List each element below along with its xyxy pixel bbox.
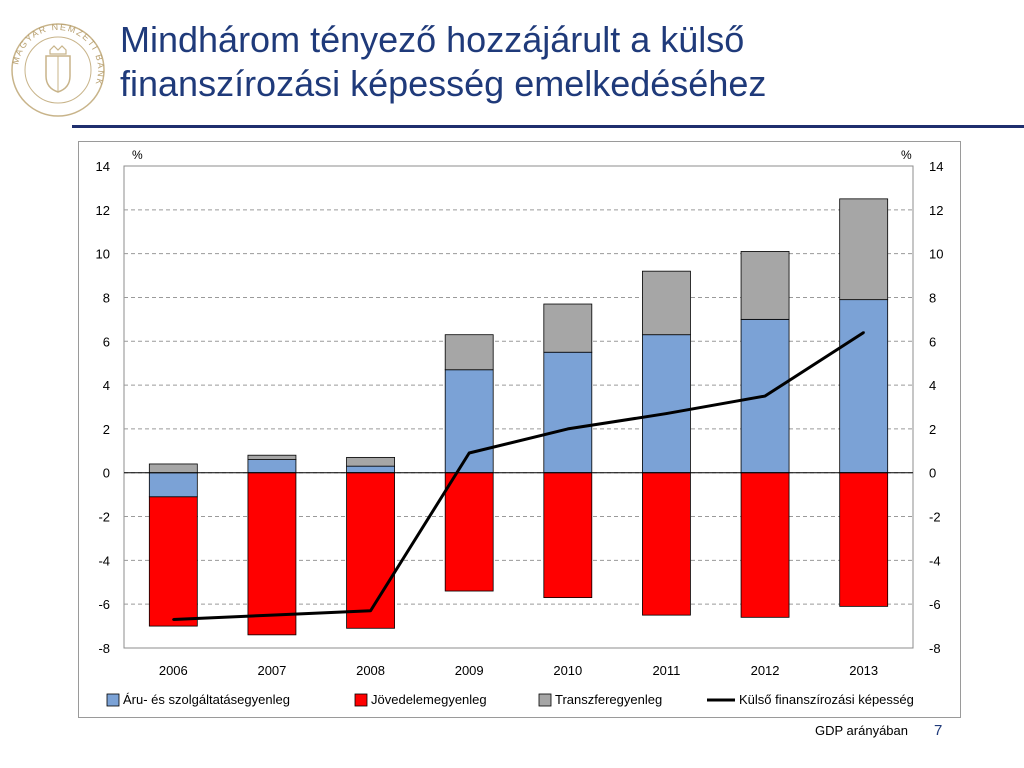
bar-transfer-2007 <box>247 454 297 460</box>
legend-swatch-0 <box>106 693 120 707</box>
y-tick-label-left: -4 <box>98 553 110 568</box>
y-tick-label-right: -2 <box>929 510 941 525</box>
bar-transfer-2010 <box>543 303 593 353</box>
y-tick-label-right: 0 <box>929 466 936 481</box>
y-tick-label-right: -8 <box>929 641 941 656</box>
y-tick-label-left: 0 <box>103 466 110 481</box>
bar-transfer-2013 <box>839 198 889 301</box>
footnote: GDP arányában <box>815 723 908 738</box>
line-point-2011 <box>665 412 668 415</box>
bar-income-2008 <box>346 472 395 629</box>
x-tick-label-2006: 2006 <box>159 663 188 678</box>
bar-income-2010 <box>543 472 593 599</box>
y-tick-label-left: 6 <box>103 334 110 349</box>
y-tick-label-left: -2 <box>98 510 110 525</box>
x-tick-label-2013: 2013 <box>849 663 878 678</box>
mnb-logo: MAGYAR NEMZETI BANK <box>10 22 105 117</box>
y-tick-label-left: 4 <box>103 378 110 393</box>
legend-label-1: Jövedelemegyenleg <box>371 692 487 707</box>
bar-goods-2013 <box>839 299 889 474</box>
legend-label-0: Áru- és szolgáltatásegyenleg <box>123 692 290 707</box>
bar-income-2006 <box>148 496 198 627</box>
y-tick-label-right: 6 <box>929 334 936 349</box>
bar-goods-2011 <box>642 334 691 474</box>
y-tick-label-left: -8 <box>98 641 110 656</box>
bar-income-2012 <box>740 472 790 618</box>
x-tick-label-2007: 2007 <box>257 663 286 678</box>
line-point-2009 <box>467 451 471 455</box>
y-tick-label-right: 4 <box>929 378 936 393</box>
y-tick-label-right: -6 <box>929 597 941 612</box>
bar-goods-2006 <box>148 472 198 498</box>
y-tick-label-right: 14 <box>929 159 943 174</box>
bar-goods-2010 <box>543 351 593 474</box>
page-title: Mindhárom tényező hozzájárult a külső fi… <box>120 18 1000 106</box>
x-tick-label-2008: 2008 <box>356 663 385 678</box>
title-divider <box>72 125 1024 128</box>
bar-income-2007 <box>247 472 297 636</box>
y-tick-label-right: -4 <box>929 553 941 568</box>
y-tick-label-right: 10 <box>929 247 943 262</box>
y-unit-right: % <box>901 148 912 162</box>
x-tick-label-2009: 2009 <box>455 663 484 678</box>
legend-label-3: Külső finanszírozási képesség <box>739 692 914 707</box>
bar-goods-2008 <box>346 465 395 474</box>
x-tick-label-2012: 2012 <box>751 663 780 678</box>
legend-swatch-1 <box>354 693 368 707</box>
bar-transfer-2008 <box>346 456 395 467</box>
page-number: 7 <box>934 722 943 739</box>
line-point-2006 <box>172 618 175 621</box>
bar-transfer-2009 <box>444 334 494 371</box>
legend-swatch-2 <box>538 693 552 707</box>
y-tick-label-left: 10 <box>96 247 110 262</box>
bar-income-2009 <box>444 472 494 592</box>
legend-label-2: Transzferegyenleg <box>555 692 662 707</box>
line-point-2012 <box>763 394 767 398</box>
chart-svg: -8 -8 -6 -6 -4 -4 -2 -2 0 0 2 2 4 4 6 6 8 8 10 10 12 12 14 14%%… <box>96 148 944 707</box>
title-line-2: finanszírozási képesség emelkedéséhez <box>120 63 767 104</box>
chart-frame: -8 -8 -6 -6 -4 -4 -2 -2 0 0 2 2 4 4 6 6 8 8 10 10 12 12 14 14%%… <box>78 141 961 718</box>
title-line-1: Mindhárom tényező hozzájárult a külső <box>120 19 745 60</box>
y-unit-left: % <box>132 148 143 162</box>
line-point-2010 <box>566 427 570 431</box>
bar-transfer-2012 <box>740 251 790 320</box>
line-point-2008 <box>369 609 372 612</box>
line-point-2013 <box>862 331 865 334</box>
bar-transfer-2011 <box>642 270 691 336</box>
plot-area <box>123 165 914 649</box>
line-point-2007 <box>270 613 274 617</box>
bar-transfer-2006 <box>148 463 198 474</box>
y-tick-label-left: 8 <box>103 290 110 305</box>
y-tick-label-right: 12 <box>929 203 943 218</box>
bar-income-2013 <box>839 472 889 607</box>
x-tick-label-2010: 2010 <box>553 663 582 678</box>
y-tick-label-left: -6 <box>98 597 110 612</box>
y-tick-label-right: 2 <box>929 422 936 437</box>
line-kulso-finanszirozasi-kepesseg <box>173 331 865 622</box>
x-tick-label-2011: 2011 <box>652 663 680 678</box>
y-tick-label-right: 8 <box>929 290 936 305</box>
bar-goods-2009 <box>444 369 494 474</box>
bar-income-2011 <box>642 472 691 616</box>
y-tick-label-left: 12 <box>96 203 110 218</box>
y-tick-label-left: 2 <box>103 422 110 437</box>
y-tick-label-left: 14 <box>96 159 110 174</box>
bar-goods-2007 <box>247 459 297 474</box>
